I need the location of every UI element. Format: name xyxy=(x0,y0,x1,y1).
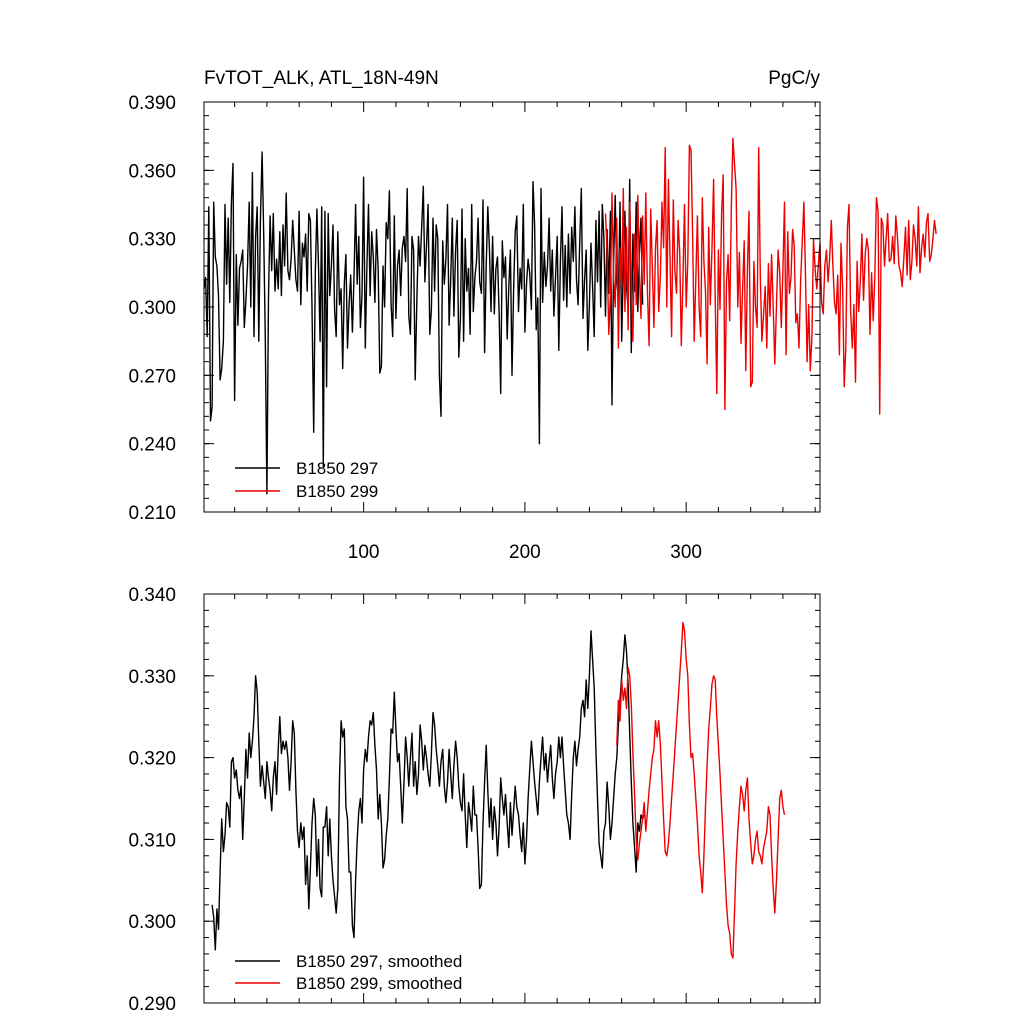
y-tick-label: 0.320 xyxy=(128,749,176,770)
y-tick-label: 0.330 xyxy=(128,230,176,251)
x-tick-label: 100 xyxy=(348,542,380,563)
y-tick-label: 0.390 xyxy=(128,93,176,114)
y-tick-label: 0.290 xyxy=(128,994,176,1015)
top-panel-axes: 0.210 0.240 0.270 0.300 0.330 0.360 0.390 100 20… xyxy=(128,93,820,563)
legend-label-b1850-299-smoothed: B1850 299, smoothed xyxy=(296,974,462,993)
bottom-panel-frame xyxy=(203,593,821,1004)
y-tick-label: 0.330 xyxy=(128,667,176,688)
top-panel-frame xyxy=(203,101,821,513)
y-tick-label: 0.300 xyxy=(128,298,176,319)
top-panel-legend: B1850 297 B1850 299 xyxy=(235,459,378,501)
y-tick-label: 0.270 xyxy=(128,366,176,387)
bottom-panel-lines xyxy=(211,621,786,959)
y-tick-label: 0.300 xyxy=(128,912,176,933)
bottom-panel-axes: 0.290 0.300 0.310 0.320 0.330 0.340 xyxy=(128,585,820,1015)
y-tick-label: 0.240 xyxy=(128,435,176,456)
series-line-b1850-299 xyxy=(604,137,937,415)
top-panel-lines xyxy=(203,137,937,495)
legend-label-b1850-297-smoothed: B1850 297, smoothed xyxy=(296,952,462,971)
series-line-b1850-297 xyxy=(203,151,644,495)
series-line-b1850-299-smoothed xyxy=(616,621,786,959)
x-tick-label: 200 xyxy=(509,542,541,563)
series-line-b1850-297-smoothed xyxy=(211,630,645,951)
top-panel-title: FvTOT_ALK, ATL_18N-49N xyxy=(204,68,439,89)
top-panel: FvTOT_ALK, ATL_18N-49N PgC/y 0.2100.2400… xyxy=(128,68,937,563)
x-tick-label: 300 xyxy=(670,542,702,563)
y-tick-label: 0.340 xyxy=(128,585,176,606)
top-panel-units: PgC/y xyxy=(768,68,820,89)
bottom-panel-legend: B1850 297, smoothed B1850 299, smoothed xyxy=(235,952,462,993)
legend-label-b1850-297: B1850 297 xyxy=(296,459,378,478)
y-tick-label: 0.310 xyxy=(128,830,176,851)
y-tick-label: 0.210 xyxy=(128,503,176,524)
y-tick-label: 0.360 xyxy=(128,161,176,182)
bottom-panel: 0.290 0.300 0.310 0.320 0.330 0.340 B1850 297… xyxy=(128,585,821,1015)
legend-label-b1850-299: B1850 299 xyxy=(296,482,378,501)
